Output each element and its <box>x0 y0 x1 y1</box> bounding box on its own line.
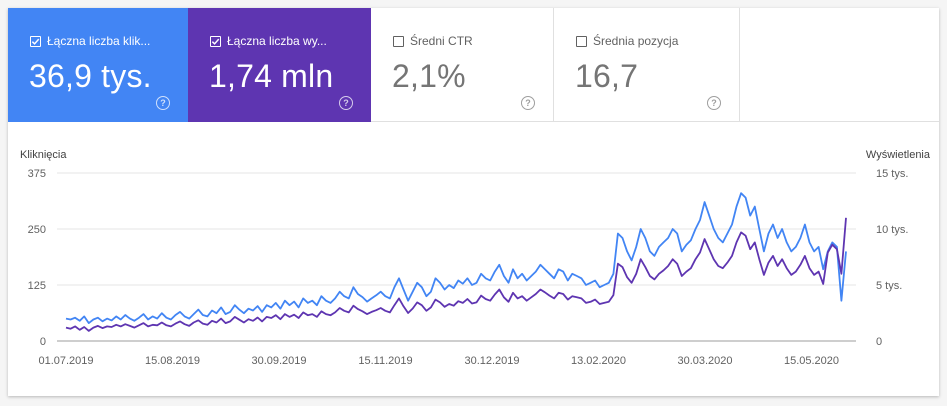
metric-tile-position[interactable]: Średnia pozycja 16,7 ? <box>554 8 740 122</box>
left-tick-label: 0 <box>40 336 46 348</box>
right-tick-label: 0 <box>876 336 882 348</box>
left-tick-label: 250 <box>28 224 46 236</box>
metric-label-position: Średnia pozycja <box>576 34 678 48</box>
metric-value-position: 16,7 <box>575 58 639 94</box>
checkbox-checked-icon[interactable] <box>210 35 221 47</box>
right-tick-label: 5 tys. <box>876 280 902 292</box>
clicks-series-line <box>65 192 847 325</box>
metric-label-text: Średni CTR <box>410 34 473 48</box>
divider <box>740 121 939 122</box>
metric-value-clicks: 36,9 tys. <box>29 58 152 94</box>
x-tick-label: 13.02.2020 <box>571 355 626 367</box>
performance-chart: Kliknięcia Wyświetlenia 375 15 tys. 250 10 ty… <box>20 149 931 367</box>
x-tick-label: 15.05.2020 <box>784 355 839 367</box>
right-tick-label: 15 tys. <box>876 168 908 180</box>
metric-label-ctr: Średni CTR <box>393 34 473 48</box>
metric-label-text: Średnia pozycja <box>593 34 679 48</box>
checkbox-checked-icon[interactable] <box>30 35 41 47</box>
metric-label-text: Łączna liczba wy... <box>227 34 327 48</box>
x-tick-label: 15.08.2019 <box>145 355 200 367</box>
metric-value-impressions: 1,74 mln <box>209 58 334 94</box>
metric-label-text: Łączna liczba klik... <box>47 34 151 48</box>
checkbox-unchecked-icon[interactable] <box>576 35 587 47</box>
left-tick-label: 375 <box>28 168 46 180</box>
metric-tile-ctr[interactable]: Średni CTR 2,1% ? <box>371 8 554 122</box>
help-icon[interactable]: ? <box>707 96 721 110</box>
x-tick-label: 30.03.2020 <box>677 355 732 367</box>
checkbox-unchecked-icon[interactable] <box>393 35 404 47</box>
help-icon[interactable]: ? <box>156 96 170 110</box>
metric-tile-clicks[interactable]: Łączna liczba klik... 36,9 tys. ? <box>8 8 188 122</box>
x-tick-label: 30.09.2019 <box>251 355 306 367</box>
help-icon[interactable]: ? <box>339 96 353 110</box>
metric-label-impressions: Łączna liczba wy... <box>210 34 327 48</box>
help-icon[interactable]: ? <box>521 96 535 110</box>
x-tick-label: 30.12.2019 <box>464 355 519 367</box>
right-tick-label: 10 tys. <box>876 224 908 236</box>
x-tick-label: 01.07.2019 <box>38 355 93 367</box>
left-axis-title: Kliknięcia <box>20 149 67 161</box>
metric-tile-impressions[interactable]: Łączna liczba wy... 1,74 mln ? <box>188 8 371 122</box>
impressions-series-line <box>65 217 847 332</box>
x-tick-label: 15.11.2019 <box>358 355 412 367</box>
metric-value-ctr: 2,1% <box>392 58 466 94</box>
left-tick-label: 125 <box>28 280 46 292</box>
metric-tiles: Łączna liczba klik... 36,9 tys. ? Łączna… <box>8 8 939 122</box>
right-axis-title: Wyświetlenia <box>866 149 931 161</box>
performance-card: Łączna liczba klik... 36,9 tys. ? Łączna… <box>8 8 939 396</box>
metric-label-clicks: Łączna liczba klik... <box>30 34 150 48</box>
